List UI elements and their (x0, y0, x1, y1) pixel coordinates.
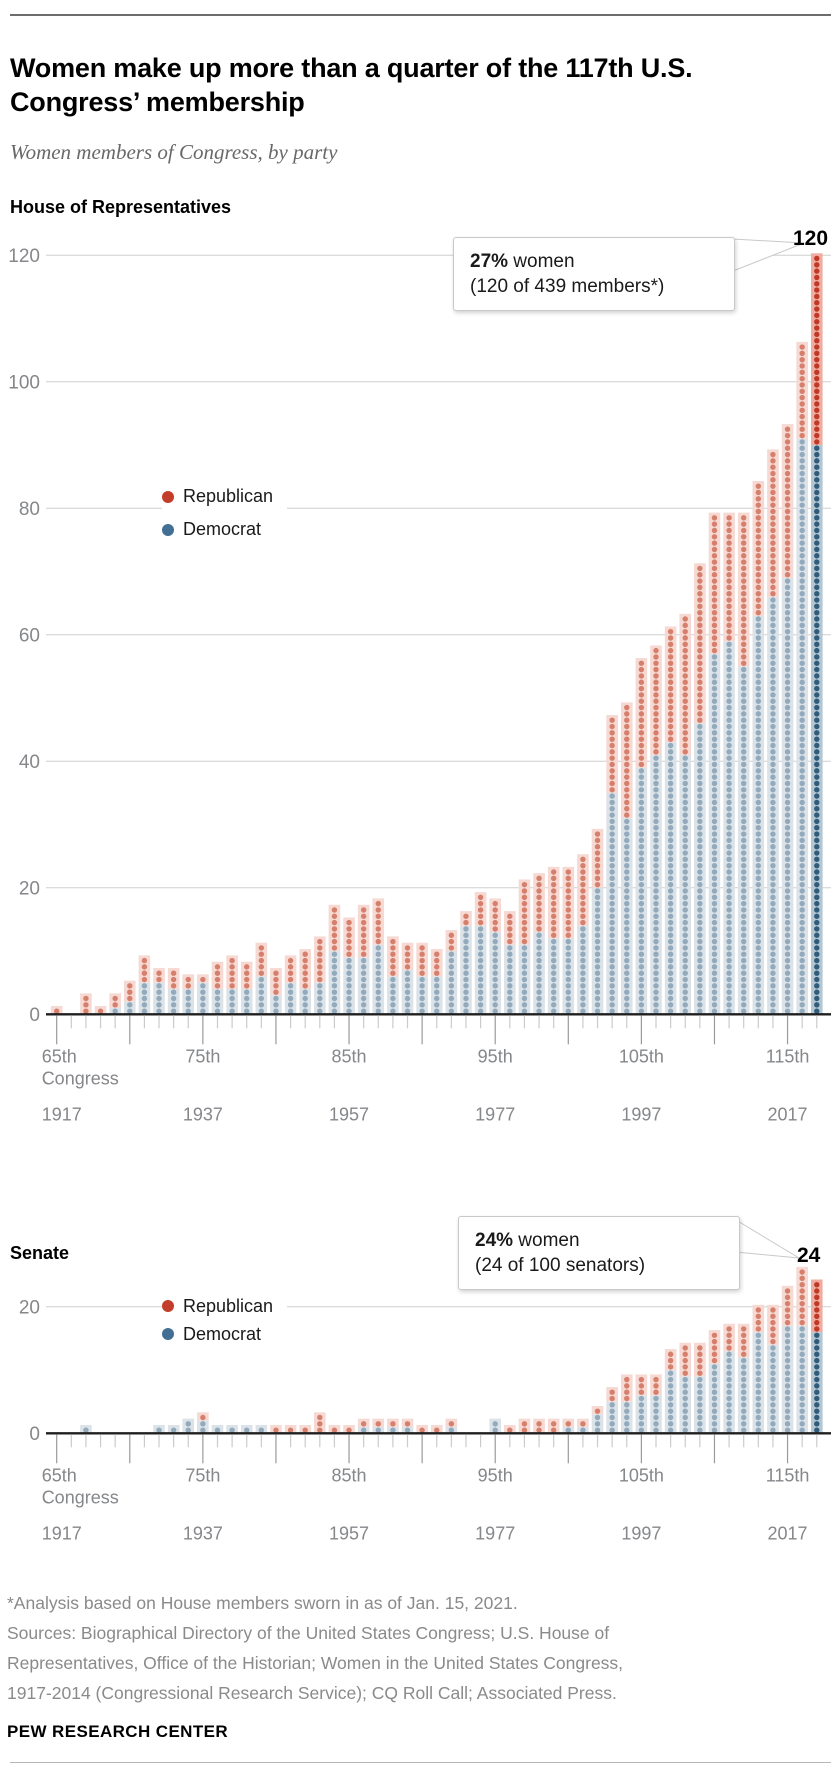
svg-text:1917: 1917 (42, 1523, 82, 1543)
page-title: Women make up more than a quarter of the… (10, 53, 693, 118)
house-legend: Republican Democrat (162, 477, 288, 549)
legend-republican-row: Republican (162, 1292, 273, 1320)
svg-text:85th: 85th (332, 1465, 367, 1485)
svg-text:95th: 95th (478, 1465, 513, 1485)
republican-dot-icon (162, 490, 174, 503)
svg-text:1957: 1957 (329, 1523, 369, 1543)
svg-text:1997: 1997 (621, 1523, 661, 1543)
republican-dot-icon (162, 1300, 174, 1312)
svg-text:1937: 1937 (183, 1104, 223, 1124)
legend-democrat-label: Democrat (183, 519, 262, 539)
senate-callout-pct: 24% (475, 1230, 514, 1251)
svg-text:120: 120 (8, 246, 40, 267)
senate-section-title: Senate (10, 1243, 70, 1263)
house-callout: 27% women (120 of 439 members*) (453, 237, 735, 311)
senate-peak-value: 24 (797, 1244, 821, 1267)
svg-text:105th: 105th (619, 1046, 664, 1066)
svg-text:75th: 75th (185, 1046, 220, 1066)
svg-text:1957: 1957 (329, 1104, 369, 1124)
senate-legend: Republican Democrat (162, 1289, 288, 1351)
senate-callout-rest: women (513, 1230, 580, 1251)
svg-text:115th: 115th (766, 1046, 810, 1066)
svg-text:75th: 75th (185, 1465, 220, 1485)
house-callout-rest: women (508, 251, 575, 272)
house-section-title: House of Representatives (10, 197, 232, 217)
democrat-dot-icon (162, 1328, 174, 1340)
svg-text:0: 0 (29, 1005, 40, 1026)
pew-research-center-brand: PEW RESEARCH CENTER (7, 1722, 229, 1741)
svg-text:1997: 1997 (621, 1104, 661, 1124)
footnote-sources: Sources: Biographical Directory of the U… (7, 1623, 624, 1703)
svg-text:80: 80 (19, 499, 40, 520)
svg-text:1977: 1977 (475, 1104, 515, 1124)
svg-text:2017: 2017 (768, 1523, 808, 1543)
chart-subtitle: Women members of Congress, by party (10, 140, 338, 164)
top-rule (10, 14, 831, 16)
svg-text:Congress: Congress (42, 1487, 119, 1507)
senate-callout-line1: 24% women (475, 1228, 723, 1253)
legend-republican-row: Republican (162, 480, 273, 513)
svg-text:1917: 1917 (42, 1104, 82, 1124)
house-callout-line1: 27% women (470, 249, 718, 274)
democrat-dot-icon (162, 523, 174, 536)
svg-text:85th: 85th (332, 1046, 367, 1066)
legend-democrat-row: Democrat (162, 1320, 273, 1348)
svg-text:0: 0 (29, 1424, 40, 1445)
svg-text:65th: 65th (42, 1465, 77, 1485)
svg-text:115th: 115th (766, 1465, 810, 1485)
senate-callout: 24% women (24 of 100 senators) (458, 1216, 740, 1290)
svg-text:Congress: Congress (42, 1068, 119, 1088)
svg-text:20: 20 (19, 878, 40, 899)
bottom-rule (10, 1762, 831, 1763)
legend-democrat-label: Democrat (183, 1323, 262, 1344)
svg-text:105th: 105th (619, 1465, 664, 1485)
legend-republican-label: Republican (183, 1295, 274, 1316)
legend-republican-label: Republican (183, 486, 274, 506)
svg-text:40: 40 (19, 752, 40, 773)
svg-text:20: 20 (19, 1297, 40, 1318)
house-callout-pct: 27% (470, 251, 509, 272)
svg-text:100: 100 (8, 372, 40, 393)
house-peak-value: 120 (793, 227, 829, 250)
svg-text:1977: 1977 (475, 1523, 515, 1543)
footnote-analysis: *Analysis based on House members sworn i… (7, 1593, 518, 1613)
svg-text:95th: 95th (478, 1046, 513, 1066)
svg-text:65th: 65th (42, 1046, 77, 1066)
svg-text:2017: 2017 (768, 1104, 808, 1124)
house-callout-line2: (120 of 439 members*) (470, 276, 665, 297)
svg-text:1937: 1937 (183, 1523, 223, 1543)
legend-democrat-row: Democrat (162, 513, 273, 546)
svg-text:60: 60 (19, 625, 40, 646)
senate-callout-line2: (24 of 100 senators) (475, 1255, 646, 1276)
